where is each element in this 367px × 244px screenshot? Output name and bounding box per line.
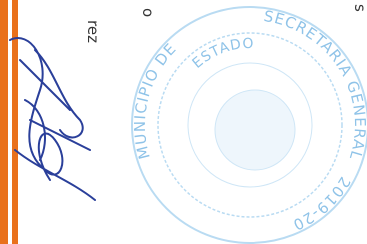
text-fragment: s [351, 4, 367, 12]
orange-bar [12, 0, 18, 244]
orange-bar [0, 0, 8, 244]
page: o rez s SECRETARIA GENERAL 2019-20 MUNIC… [0, 0, 367, 244]
text-fragment: rez [84, 20, 102, 43]
seal-emblem [215, 90, 295, 170]
text-fragment: o [139, 8, 157, 17]
document: o rez s SECRETARIA GENERAL 2019-20 MUNIC… [0, 0, 367, 244]
